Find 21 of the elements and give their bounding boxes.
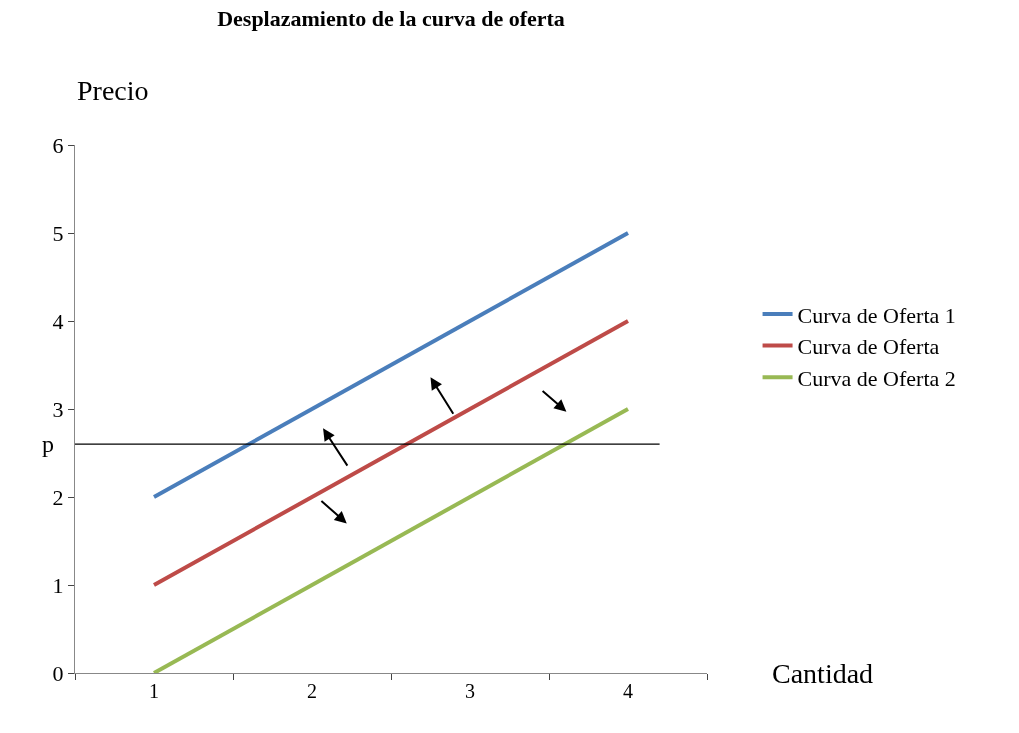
x-tick-label: 3 [465, 680, 475, 702]
y-tick-label: 4 [52, 308, 64, 334]
line-series [152, 231, 630, 499]
y-tick-label: 2 [52, 484, 64, 510]
y-tick-label: 5 [52, 220, 64, 246]
legend-label: Curva de Oferta 2 [797, 365, 956, 391]
x-axis-title: Cantidad [772, 658, 874, 689]
x-tick-label: 2 [307, 680, 317, 702]
x-tick-label: 1 [149, 680, 159, 702]
legend-label: Curva de Oferta 1 [797, 302, 956, 328]
line-series [152, 319, 630, 587]
chart-title: Desplazamiento de la curva de oferta [217, 6, 565, 32]
y-tick-label: 3 [52, 396, 64, 422]
line-series [152, 407, 630, 673]
x-tick-label: 4 [623, 680, 633, 702]
y-axis-title: Precio [77, 75, 149, 106]
y-tick-label: 6 [52, 132, 64, 158]
ref-line-label: p [42, 431, 54, 457]
legend-label: Curva de Oferta [797, 334, 940, 360]
y-tick-label: 0 [52, 660, 64, 686]
y-tick-label: 1 [52, 572, 64, 598]
